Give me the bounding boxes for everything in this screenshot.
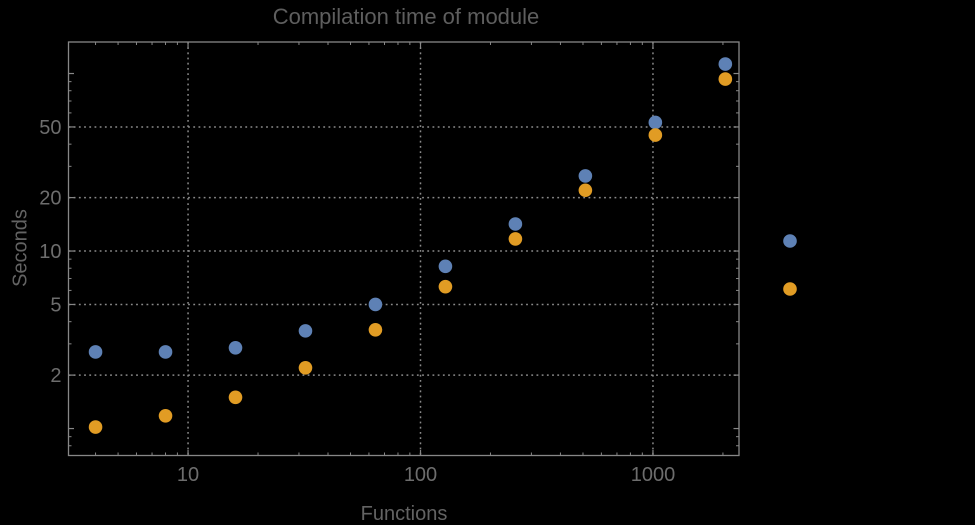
data-point-series-1 bbox=[508, 217, 523, 231]
y-tick-label: 20 bbox=[39, 188, 61, 210]
data-point-series-2 bbox=[438, 279, 453, 294]
data-point-series-1 bbox=[88, 345, 103, 359]
data-point-series-1 bbox=[158, 345, 173, 359]
data-point-series-1 bbox=[648, 115, 663, 130]
x-axis-label: Functions bbox=[360, 503, 448, 525]
data-point-series-1 bbox=[368, 297, 383, 312]
data-point-series-2 bbox=[298, 360, 313, 375]
data-point-series-2 bbox=[368, 322, 383, 337]
x-tick-label: 10 bbox=[177, 464, 199, 486]
y-tick-label: 10 bbox=[39, 241, 61, 263]
y-axis-label: Seconds bbox=[9, 209, 32, 287]
x-tick-label: 1000 bbox=[631, 464, 676, 486]
data-point-series-2 bbox=[648, 128, 663, 142]
data-point-series-1 bbox=[298, 324, 313, 338]
data-point-series-2 bbox=[508, 232, 523, 246]
plot-title: Compilation time of module bbox=[272, 4, 540, 29]
data-point-series-2 bbox=[578, 183, 593, 198]
data-point-series-1 bbox=[718, 57, 733, 71]
legend-marker-series-1 bbox=[783, 234, 797, 248]
x-tick-label: 100 bbox=[404, 464, 437, 486]
data-point-series-2 bbox=[718, 72, 733, 86]
legend-marker-series-2 bbox=[783, 282, 797, 296]
data-point-series-1 bbox=[438, 259, 453, 274]
data-point-series-2 bbox=[158, 408, 173, 423]
y-tick-label: 50 bbox=[39, 117, 61, 139]
data-point-series-2 bbox=[88, 420, 103, 434]
y-tick-label: 2 bbox=[50, 365, 61, 387]
data-point-series-1 bbox=[578, 169, 593, 183]
plot-frame bbox=[67, 41, 740, 457]
data-point-series-2 bbox=[228, 390, 243, 405]
y-tick-label: 5 bbox=[50, 294, 61, 316]
data-point-series-1 bbox=[228, 341, 243, 355]
